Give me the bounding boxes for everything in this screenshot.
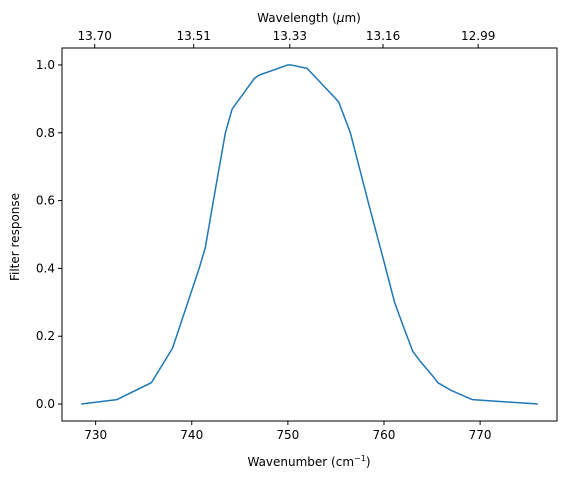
bottom-x-axis-ticks: 730 740 750 760 770 [84, 421, 492, 442]
top-tick-label: 13.33 [273, 29, 307, 43]
y-tick-label: 0.6 [36, 194, 55, 208]
y-tick-label: 1.0 [36, 58, 55, 72]
series-line-0 [81, 64, 538, 405]
x-tick-label: 740 [180, 428, 203, 442]
top-x-axis-title: Wavelength (μm) [257, 11, 361, 25]
plot-area [61, 47, 558, 422]
top-tick-label: 13.70 [77, 29, 111, 43]
y-axis-title: Filter response [8, 193, 22, 281]
x-tick-label: 730 [84, 428, 107, 442]
y-tick-label: 0.0 [36, 397, 55, 411]
top-tick-label: 13.16 [366, 29, 400, 43]
x-tick-label: 770 [469, 428, 492, 442]
top-tick-label: 12.99 [461, 29, 495, 43]
y-tick-label: 0.8 [36, 126, 55, 140]
top-tick-label: 13.51 [176, 29, 210, 43]
axes-frame [61, 47, 558, 422]
top-x-axis-ticks: 13.70 13.51 13.33 13.16 12.99 [77, 29, 495, 48]
y-axis-ticks: 0.0 0.2 0.4 0.6 0.8 1.0 [36, 58, 62, 411]
y-tick-label: 0.4 [36, 261, 55, 275]
x-tick-label: 750 [276, 428, 299, 442]
x-tick-label: 760 [373, 428, 396, 442]
y-tick-label: 0.2 [36, 329, 55, 343]
x-axis-title: Wavenumber (cm−1) [247, 454, 370, 469]
